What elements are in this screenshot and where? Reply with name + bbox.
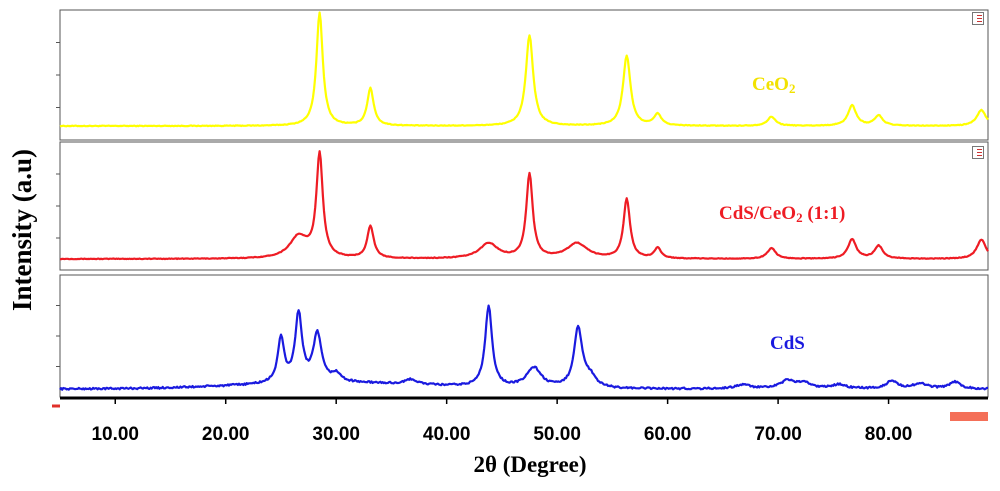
series-line-0	[59, 11, 989, 128]
series-line-2	[59, 304, 988, 391]
x-axis-label: 2θ (Degree)	[473, 452, 587, 477]
panel-frame	[59, 9, 989, 141]
x-tick-label: 50.00	[533, 424, 581, 445]
panel-menu-icon[interactable]	[972, 12, 984, 25]
x-tick-label: 60.00	[643, 424, 692, 445]
series-label-ceo2: CeO2	[752, 74, 796, 96]
x-tick-label: 80.00	[864, 424, 913, 445]
x-tick-label: 40.00	[422, 424, 471, 445]
panel-frame	[59, 141, 989, 271]
panel-menu-icon[interactable]	[972, 146, 984, 159]
axis-ticks	[114, 398, 890, 404]
series-lines	[59, 11, 989, 391]
x-tick-label: 70.00	[754, 424, 802, 445]
y-axis-label: Intensity (a.u)	[7, 149, 37, 312]
panel-frames	[52, 9, 989, 408]
x-tick-label: 20.00	[201, 424, 250, 445]
series-line-1	[60, 150, 989, 261]
scroll-marker	[950, 412, 988, 421]
series-label-cds: CdS	[770, 333, 805, 354]
series-label-cds-ceo2: CdS/CeO2 (1:1)	[719, 203, 846, 225]
x-tick-label: 10.00	[91, 424, 139, 445]
x-tick-label: 30.00	[312, 424, 360, 445]
